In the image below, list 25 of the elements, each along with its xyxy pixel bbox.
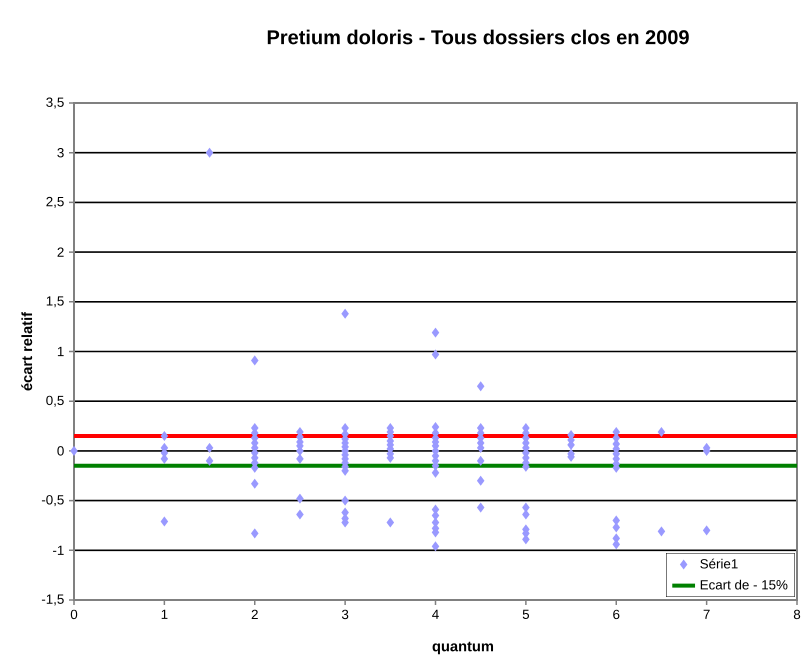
y-tick-label: 1,5 [46,296,64,308]
x-tick-label: 5 [522,610,530,620]
y-tick-label: 0 [57,446,64,456]
legend-label: Série1 [700,558,738,569]
y-tick-label: -1,5 [42,594,64,606]
x-tick-label: 7 [704,610,710,619]
y-tick-label: 3 [57,148,64,158]
x-tick-label: 1 [162,610,168,619]
y-axis-title: écart relatif [21,312,32,390]
x-tick-label: 0 [70,610,78,620]
x-tick-label: 6 [613,610,620,620]
y-tick-label: 1 [58,346,64,356]
x-tick-label: 4 [432,610,439,619]
y-tick-label: -1 [53,546,64,555]
y-tick-label: -0,5 [42,495,64,506]
y-tick-label: 0,5 [46,396,64,407]
x-tick-label: 8 [794,610,800,620]
x-tick-label: 3 [342,610,348,620]
chart-title: Pretium doloris - Tous dossiers clos en 2009 [268,30,689,44]
y-tick-label: 2 [58,247,64,257]
legend-label: Ecart de - 15% [700,580,788,590]
y-tick-label: 2,5 [46,196,64,208]
y-tick-label: 3,5 [46,97,64,109]
x-axis-title: quantum [432,642,494,654]
x-tick-label: 2 [252,610,258,620]
